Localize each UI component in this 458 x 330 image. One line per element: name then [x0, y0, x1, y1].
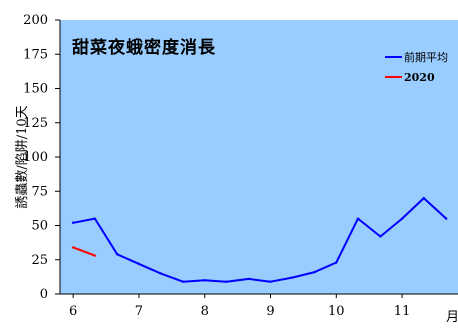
- x-tick-label: 9: [266, 304, 274, 319]
- y-tick-label: 175: [23, 47, 48, 62]
- data-point: [116, 253, 119, 256]
- chart-title: 甜菜夜蛾密度消長: [72, 37, 216, 58]
- data-point: [422, 196, 425, 200]
- data-point: [203, 279, 206, 282]
- data-point: [71, 221, 75, 224]
- data-point: [247, 277, 251, 281]
- x-tick-label: 11: [394, 304, 411, 319]
- y-tick-label: 75: [31, 184, 48, 199]
- data-point: [444, 217, 448, 220]
- x-tick-label: 6: [69, 304, 77, 319]
- y-tick-label: 150: [23, 82, 48, 97]
- y-tick-label: 25: [31, 253, 48, 268]
- data-point: [159, 272, 162, 275]
- data-point: [71, 246, 75, 249]
- data-point: [93, 254, 97, 257]
- y-tick-label: 0: [40, 287, 48, 302]
- data-point: [137, 262, 141, 266]
- legend-label-1: 2020: [404, 71, 435, 84]
- data-point: [400, 217, 404, 220]
- y-tick-label: 125: [23, 116, 48, 131]
- data-point: [313, 270, 316, 274]
- data-point: [335, 261, 338, 264]
- data-point: [225, 280, 228, 283]
- plot-area: [60, 20, 458, 294]
- x-tick-label: 10: [328, 304, 345, 319]
- data-point: [269, 280, 272, 283]
- data-point: [379, 235, 382, 238]
- x-tick-label: 7: [135, 304, 143, 319]
- data-point: [93, 217, 97, 220]
- axes: 0 25 50 75 100 125 150 175 200 6 7 8 9 10 11: [23, 13, 458, 319]
- legend: 前期平均 2020: [385, 50, 448, 84]
- x-axis-label: 月: [446, 310, 458, 325]
- y-tick-label: 200: [23, 13, 48, 28]
- y-tick-label: 100: [23, 150, 48, 165]
- y-axis-label: 誘蟲數/陷阱/10天: [15, 105, 30, 208]
- series-layer: [71, 196, 448, 283]
- series-line-0: [73, 197, 447, 283]
- data-point: [356, 217, 360, 220]
- series-line-1: [72, 246, 96, 257]
- y-tick-label: 50: [31, 219, 48, 234]
- data-point: [291, 276, 294, 279]
- x-tick-label: 8: [201, 304, 209, 319]
- data-point: [181, 280, 185, 283]
- legend-label-0: 前期平均: [404, 50, 448, 64]
